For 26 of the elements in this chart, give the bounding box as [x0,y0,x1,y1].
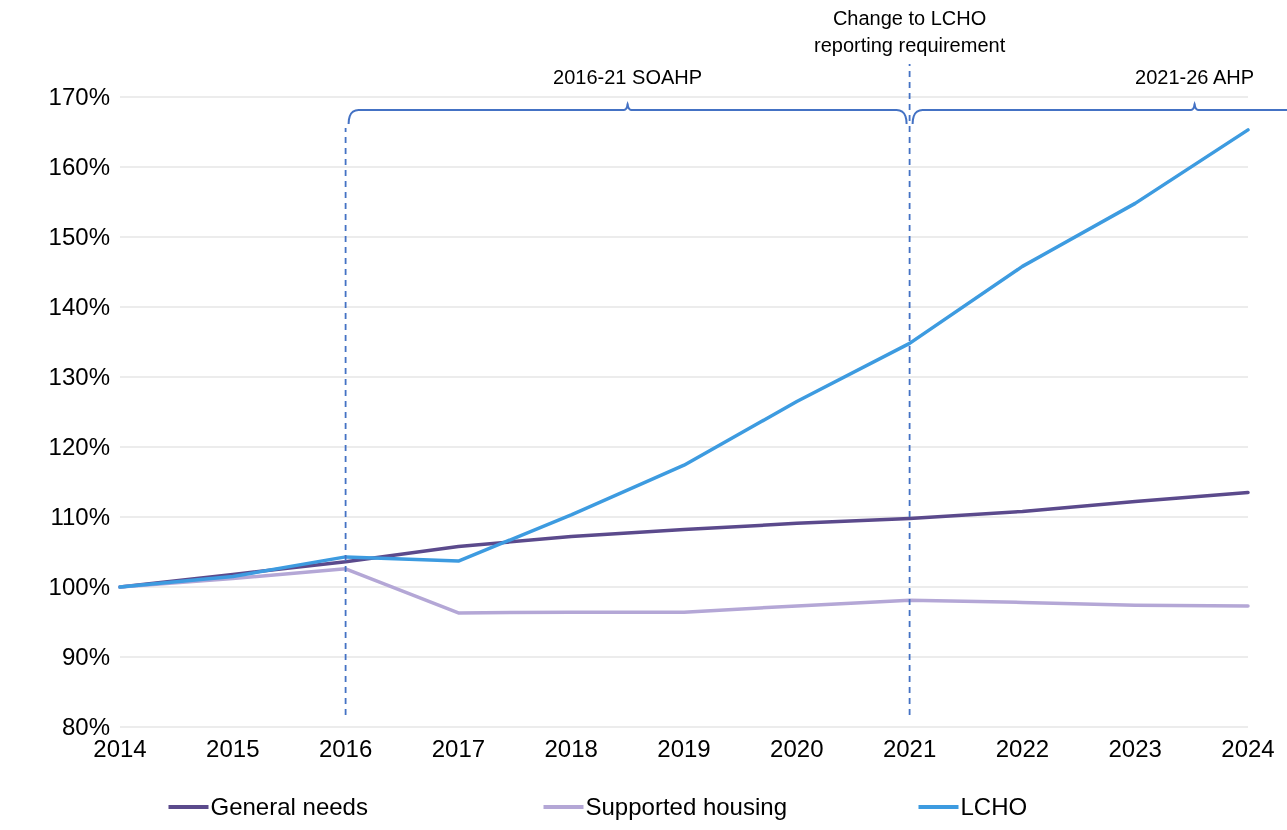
text: 2016-21 SOAHP [553,66,703,88]
x-tick-label: 2015 [206,735,260,762]
x-tick-label: 2018 [544,735,598,762]
ref-line-label: Change to LCHO reporting requirement [813,7,1006,56]
x-tick-label: 2021 [882,735,937,762]
y-tick-label: 100% [48,573,110,601]
x-tick-label: 2020 [770,735,824,762]
y-tick-label: 140% [48,293,110,321]
x-tick-label: 2017 [431,735,486,762]
y-tick-label: 150% [48,223,110,251]
legend-label: Supported housing [585,793,787,820]
x-tick-label: 2016 [318,735,373,762]
legend-label: General needs [210,793,368,820]
x-tick-label: 2024 [1221,735,1275,762]
y-tick-label: 130% [48,363,110,391]
line-series [118,128,1250,589]
y-tick-label: 170% [48,83,110,111]
y-tick-label: 160% [48,153,110,181]
y-tick-label: 90% [61,643,110,671]
x-tick-label: 2019 [657,735,711,762]
y-tick-label: 120% [48,433,110,461]
x-tick-label: 2023 [1108,735,1162,762]
text: 2021-26 AHP [1135,66,1255,88]
legend-label: LCHO [960,793,1028,820]
x-tick-label: 2022 [995,735,1050,762]
y-tick-label: 110% [50,503,110,531]
